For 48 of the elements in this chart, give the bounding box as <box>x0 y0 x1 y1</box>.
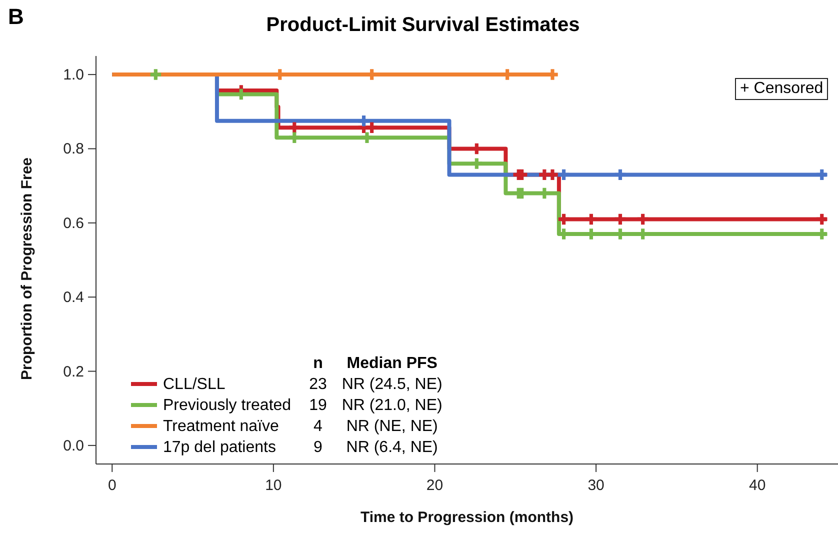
point <box>816 169 828 180</box>
point <box>586 214 597 225</box>
point <box>558 214 570 225</box>
point <box>236 88 247 100</box>
y-tick-label: 0.4 <box>63 289 84 306</box>
legend-label: Treatment naïve <box>162 417 280 437</box>
legend-label: Previously treated <box>162 396 292 416</box>
text: B <box>8 4 24 30</box>
annotation: NR (6.4, NE) <box>345 438 439 458</box>
point <box>150 69 162 80</box>
y-tick-label: 0.8 <box>63 140 84 158</box>
chart-title: Product-Limit Survival Estimates <box>266 14 580 36</box>
y-tick-label: 0.6 <box>63 214 84 232</box>
point <box>516 169 528 180</box>
x-tick-label: 20 <box>426 477 444 494</box>
legend-label: CLL/SLL <box>162 375 226 395</box>
y-tick-label: 1.0 <box>63 66 84 84</box>
annotation: 9 <box>312 438 324 458</box>
x-tick-label: 30 <box>588 477 604 494</box>
annotation: NR (NE, NE) <box>345 417 439 437</box>
point <box>289 122 300 133</box>
annotation: 4 <box>312 417 324 437</box>
point <box>366 122 378 133</box>
x-tick-label: 10 <box>265 477 282 494</box>
annotation: NR (24.5, NE) <box>340 375 444 395</box>
point <box>637 214 648 225</box>
x-tick-label: 40 <box>749 477 766 494</box>
point <box>289 132 300 143</box>
annotation: 19 <box>308 396 328 416</box>
y-tick-label: 0.0 <box>63 437 84 454</box>
point <box>362 132 372 143</box>
point <box>614 169 626 180</box>
point <box>816 214 828 225</box>
y-axis-title: Proportion of Progression Free <box>18 157 36 380</box>
censored-key: + Censored <box>735 78 828 100</box>
point <box>358 116 370 126</box>
x-tick-label: 0 <box>108 477 116 494</box>
point <box>558 169 570 180</box>
x-axis-title: Time to Progression (months) <box>360 509 574 526</box>
annotation: n <box>312 354 324 374</box>
point <box>547 169 558 180</box>
legend-label: 17p del patients <box>162 438 277 458</box>
point <box>614 214 626 225</box>
annotation: Median PFS <box>346 354 438 374</box>
annotation: 23 <box>308 375 328 395</box>
annotation: NR (21.0, NE) <box>340 396 444 416</box>
point <box>471 158 482 169</box>
y-tick-label: 0.2 <box>63 363 84 380</box>
